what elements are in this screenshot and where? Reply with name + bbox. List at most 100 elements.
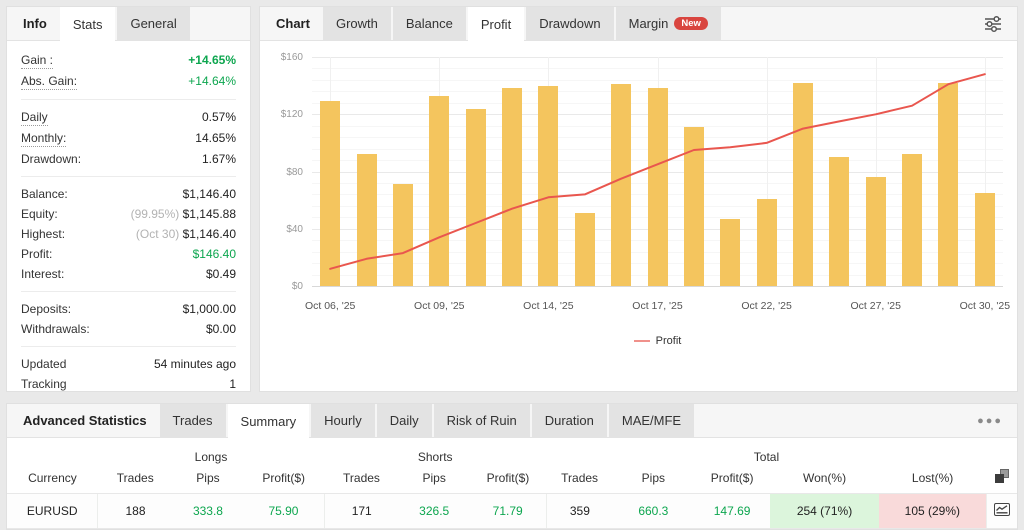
profit-bar[interactable] bbox=[902, 154, 923, 286]
profit-bar[interactable] bbox=[538, 85, 559, 286]
gridline-v bbox=[766, 57, 768, 286]
tab-risk-of-ruin[interactable]: Risk of Ruin bbox=[433, 404, 530, 437]
tab-label: Stats bbox=[72, 16, 103, 32]
stat-value: 54 minutes ago bbox=[153, 356, 236, 371]
cell-profit-6: 71.79 bbox=[469, 493, 547, 529]
profit-bar[interactable] bbox=[392, 184, 413, 286]
x-axis-label: Oct 14, '25 bbox=[523, 300, 574, 312]
column-header-profit-3: Profit($) bbox=[262, 470, 306, 485]
tab-stats[interactable]: Stats bbox=[59, 7, 116, 41]
stat-row: Gain : +14.65% bbox=[21, 50, 236, 71]
chart-tabstrip: Chart Growth Balance Profit Drawdown Margin N… bbox=[260, 7, 1017, 41]
profit-bar[interactable] bbox=[647, 88, 668, 286]
chart-overlay: Profit bbox=[312, 57, 1003, 347]
copy-icon bbox=[994, 469, 1009, 483]
tab-trades[interactable]: Trades bbox=[159, 404, 226, 437]
group-header-spacer bbox=[7, 443, 98, 466]
cell-profit-9: 147.69 bbox=[693, 493, 771, 529]
stat-label: Highest: bbox=[21, 226, 66, 241]
tab-mae-mfe[interactable]: MAE/MFE bbox=[608, 404, 695, 437]
cell-profit-3: 75.90 bbox=[243, 493, 325, 529]
stat-row: Deposits: $1,000.00 bbox=[21, 299, 236, 319]
tab-balance[interactable]: Balance bbox=[392, 7, 466, 40]
stat-value: (99.95%) $1,145.88 bbox=[130, 206, 236, 221]
cell-won-10: 254 (71%) bbox=[770, 493, 879, 529]
stat-label: Drawdown: bbox=[21, 151, 82, 166]
profit-bar[interactable] bbox=[865, 177, 886, 286]
profit-bar[interactable] bbox=[683, 127, 704, 286]
tab-label: Growth bbox=[335, 16, 378, 31]
tab-label: Margin bbox=[628, 16, 669, 31]
profit-bar[interactable] bbox=[974, 192, 995, 286]
stat-row: Daily 0.57% bbox=[21, 107, 236, 128]
stat-label: Equity: bbox=[21, 206, 58, 221]
open-chart-icon bbox=[994, 503, 1011, 516]
stat-value: $1,146.40 bbox=[182, 186, 236, 201]
stat-row: Equity: (99.95%) $1,145.88 bbox=[21, 204, 236, 224]
profit-bar[interactable] bbox=[574, 213, 595, 286]
legend-item-profit[interactable]: Profit bbox=[633, 335, 681, 347]
profit-bar[interactable] bbox=[465, 108, 486, 286]
profit-bar[interactable] bbox=[756, 198, 777, 286]
tab-general[interactable]: General bbox=[117, 7, 190, 40]
open-chart-button[interactable] bbox=[986, 493, 1017, 529]
stat-value: 1 bbox=[229, 376, 236, 391]
chart-panel: Chart Growth Balance Profit Drawdown Margin N… bbox=[259, 6, 1018, 392]
profit-bar[interactable] bbox=[320, 101, 341, 286]
profit-bar[interactable] bbox=[938, 82, 959, 286]
advanced-statistics-panel: Advanced Statistics Trades Summary Hourly D… bbox=[6, 403, 1018, 530]
cell-pips-2: 333.8 bbox=[172, 493, 244, 529]
stat-value: $0.00 bbox=[205, 321, 236, 336]
copy-table-button[interactable] bbox=[987, 466, 1017, 494]
profit-line bbox=[329, 73, 986, 270]
stat-row: Highest: (Oct 30) $1,146.40 bbox=[21, 224, 236, 244]
stat-value: 0.57% bbox=[201, 109, 236, 124]
ellipsis-menu-icon[interactable]: ●●● bbox=[977, 414, 1003, 427]
profit-bar[interactable] bbox=[792, 82, 813, 286]
tab-profit[interactable]: Profit bbox=[467, 7, 525, 41]
column-header-trades-1: Trades bbox=[116, 470, 154, 485]
stat-row: Tracking 1 bbox=[21, 374, 236, 394]
stat-label: Withdrawals: bbox=[21, 321, 90, 336]
tab-duration[interactable]: Duration bbox=[531, 404, 607, 437]
column-header-pips-8: Pips bbox=[641, 470, 665, 485]
legend-line-marker bbox=[633, 340, 650, 342]
profit-bar[interactable] bbox=[356, 154, 377, 286]
column-header-trades-4: Trades bbox=[343, 470, 380, 485]
tab-label: Summary bbox=[240, 413, 297, 429]
stat-group: Daily 0.57% Monthly: 14.65% Drawdown: 1.67% bbox=[21, 100, 236, 177]
tab-drawdown[interactable]: Drawdown bbox=[526, 7, 614, 40]
tab-margin[interactable]: Margin New bbox=[615, 7, 721, 40]
table-row[interactable]: EURUSD 188 333.8 75.90 171 326.5 71.79 359 660.3… bbox=[7, 493, 1017, 529]
stat-label: Daily bbox=[21, 109, 48, 126]
stat-value: +14.65% bbox=[188, 52, 236, 67]
tab-label: Trades bbox=[172, 413, 213, 428]
tab-hourly[interactable]: Hourly bbox=[311, 404, 375, 437]
cell-pips-5: 326.5 bbox=[398, 493, 470, 529]
tab-label: Hourly bbox=[324, 413, 362, 428]
column-header-pips-2: Pips bbox=[196, 470, 220, 485]
profit-bar[interactable] bbox=[829, 157, 850, 286]
stat-group: Gain : +14.65% Abs. Gain: +14.64% bbox=[21, 43, 236, 100]
profit-bar[interactable] bbox=[611, 84, 632, 286]
y-axis-label: $0 bbox=[291, 281, 303, 292]
gridline-v bbox=[875, 57, 877, 286]
stat-row: Drawdown: 1.67% bbox=[21, 149, 236, 169]
x-axis-label: Oct 22, '25 bbox=[741, 300, 792, 312]
stat-value: (Oct 30) $1,146.40 bbox=[135, 226, 236, 241]
tab-summary[interactable]: Summary bbox=[227, 404, 310, 438]
group-header-spacer bbox=[987, 443, 1017, 466]
profit-bar[interactable] bbox=[720, 218, 741, 286]
y-axis-label: $40 bbox=[286, 223, 303, 235]
group-header-shorts: Shorts bbox=[417, 450, 453, 464]
stat-label: Monthly: bbox=[21, 130, 67, 147]
tab-growth[interactable]: Growth bbox=[322, 7, 391, 40]
tab-daily[interactable]: Daily bbox=[376, 404, 432, 437]
profit-bar[interactable] bbox=[502, 88, 523, 286]
stat-row: Updated 54 minutes ago bbox=[21, 354, 236, 374]
stat-value: 14.65% bbox=[195, 130, 236, 145]
cell-trades-1: 188 bbox=[97, 493, 173, 529]
filter-sliders-icon[interactable] bbox=[983, 14, 1003, 34]
stat-value-prefix: (Oct 30) bbox=[135, 226, 183, 241]
stat-label: Interest: bbox=[21, 266, 65, 281]
